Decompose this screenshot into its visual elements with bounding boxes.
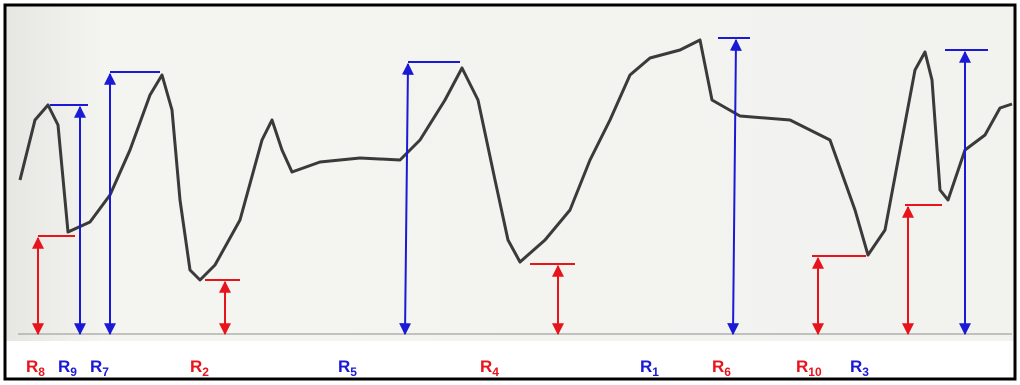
label-subscript: 1 <box>652 365 659 379</box>
label-base: R <box>480 357 492 376</box>
label-base: R <box>850 357 862 376</box>
label-subscript: 3 <box>862 365 869 379</box>
label-subscript: 7 <box>102 365 109 379</box>
label-subscript: 10 <box>808 365 822 379</box>
label-subscript: 4 <box>492 365 499 379</box>
label-base: R <box>26 357 38 376</box>
label-subscript: 5 <box>350 365 357 379</box>
label-base: R <box>190 357 202 376</box>
page: R8R9R7R2R5R4R1R6R10R3 (() => { const dat… <box>0 0 1020 385</box>
label-base: R <box>90 357 102 376</box>
label-subscript: 9 <box>70 365 77 379</box>
label-base: R <box>338 357 350 376</box>
figure: R8R9R7R2R5R4R1R6R10R3 <box>0 0 1020 385</box>
label-base: R <box>58 357 70 376</box>
label-base: R <box>796 357 808 376</box>
label-subscript: 6 <box>724 365 731 379</box>
label-base: R <box>712 357 724 376</box>
label-base: R <box>640 357 652 376</box>
label-subscript: 2 <box>202 365 209 379</box>
paper <box>5 5 1015 341</box>
label-subscript: 8 <box>38 365 45 379</box>
